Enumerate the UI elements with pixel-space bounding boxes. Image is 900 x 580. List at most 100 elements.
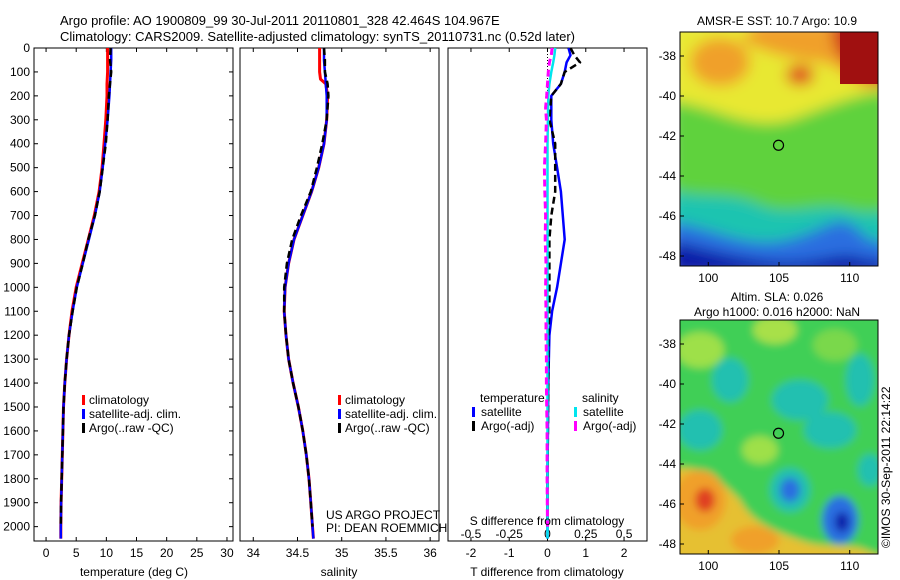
map-y-tick-label: -38 bbox=[659, 49, 677, 63]
depth-tick-label: 800 bbox=[10, 232, 30, 246]
sst-map-panel: AMSR-E SST: 10.7 Argo: 10.9 100 105 110 -38… bbox=[659, 14, 879, 285]
x-tick-label: -2 bbox=[466, 546, 477, 560]
difference-xlabel-top: S difference from climatology bbox=[470, 514, 625, 528]
legend-swatch bbox=[82, 395, 85, 405]
salinity-axes bbox=[239, 47, 440, 542]
difference-xlabel: T difference from climatology bbox=[470, 565, 624, 579]
legend-label: satellite-adj. clim. bbox=[345, 407, 437, 421]
legend-label: climatology bbox=[89, 393, 149, 407]
depth-tick-label: 600 bbox=[10, 185, 30, 199]
legend-label: Argo(-adj) bbox=[481, 419, 534, 433]
temperature-panel: 0100200300400500600700800900100011001200… bbox=[3, 41, 647, 579]
sst-map-title: AMSR-E SST: 10.7 Argo: 10.9 bbox=[697, 14, 857, 28]
map-y-tick-label: -42 bbox=[659, 417, 677, 431]
depth-tick-label: 300 bbox=[10, 113, 30, 127]
x-tick-label: 35.5 bbox=[374, 546, 398, 560]
legend-swatch bbox=[338, 423, 341, 433]
temperature-xlabel: temperature (deg C) bbox=[80, 565, 188, 579]
map-y-tick-label: -46 bbox=[659, 497, 677, 511]
x-tick-label: 0 bbox=[544, 546, 551, 560]
s-tick-label: 0.25 bbox=[574, 527, 598, 541]
header-line-2: Climatology: CARS2009. Satellite-adjuste… bbox=[60, 29, 575, 44]
legend-label: Argo(..raw -QC) bbox=[89, 421, 174, 435]
legend-label: climatology bbox=[345, 393, 405, 407]
x-tick-label: 10 bbox=[100, 546, 114, 560]
legend-swatch bbox=[338, 409, 341, 419]
map-x-tick-label: 105 bbox=[769, 559, 789, 573]
legend-swatch bbox=[574, 421, 577, 431]
x-tick-label: 15 bbox=[130, 546, 144, 560]
legend-group-title: salinity bbox=[582, 391, 619, 405]
series-line bbox=[282, 47, 330, 527]
map-y-tick-label: -42 bbox=[659, 129, 677, 143]
salinity-xlabel: salinity bbox=[321, 565, 358, 579]
legend-swatch bbox=[472, 421, 475, 431]
argo-position-marker bbox=[772, 139, 785, 151]
map-x-tick-label: 105 bbox=[769, 271, 789, 285]
series-line bbox=[59, 47, 113, 527]
depth-tick-label: 100 bbox=[10, 65, 30, 79]
depth-tick-label: 1000 bbox=[3, 280, 30, 294]
legend-swatch bbox=[574, 407, 577, 417]
x-tick-label: 30 bbox=[220, 546, 234, 560]
x-tick-label: 5 bbox=[73, 546, 80, 560]
depth-tick-label: 1900 bbox=[3, 496, 30, 510]
map-y-tick-label: -46 bbox=[659, 209, 677, 223]
depth-tick-label: 0 bbox=[23, 41, 30, 55]
legend-swatch bbox=[472, 407, 475, 417]
series-line bbox=[542, 47, 554, 527]
depth-tick-label: 400 bbox=[10, 137, 30, 151]
x-tick-label: 34.5 bbox=[286, 546, 310, 560]
depth-tick-label: 200 bbox=[10, 89, 30, 103]
depth-tick-label: 500 bbox=[10, 161, 30, 175]
map-x-tick-label: 100 bbox=[698, 271, 718, 285]
s-tick-label: 0.5 bbox=[616, 527, 633, 541]
x-tick-label: 20 bbox=[160, 546, 174, 560]
x-tick-label: 34 bbox=[247, 546, 261, 560]
map-y-tick-label: -48 bbox=[659, 537, 677, 551]
map-y-tick-label: -48 bbox=[659, 249, 677, 263]
sla-map-title-line-2: Argo h1000: 0.016 h2000: NaN bbox=[694, 305, 860, 319]
x-tick-label: 2 bbox=[621, 546, 628, 560]
map-y-tick-label: -38 bbox=[659, 337, 677, 351]
map-y-tick-label: -40 bbox=[659, 377, 677, 391]
sla-map-panel: Altim. SLA: 0.026 Argo h1000: 0.016 h200… bbox=[659, 290, 879, 573]
argo-position-marker bbox=[772, 427, 785, 439]
project-annotation-line-1: US ARGO PROJECT bbox=[326, 508, 441, 522]
s-tick-label: -0.5 bbox=[461, 527, 482, 541]
difference-panel: -2 -1 0 1 2-0.5 -0.25 0 0.25 0.5 T difference fr… bbox=[447, 47, 648, 579]
map-y-tick-label: -44 bbox=[659, 457, 677, 471]
legend-label: Argo(..raw -QC) bbox=[345, 421, 430, 435]
depth-tick-label: 1300 bbox=[3, 352, 30, 366]
depth-tick-label: 1100 bbox=[4, 304, 30, 318]
legend-label: satellite bbox=[583, 405, 624, 419]
legend-label: satellite-adj. clim. bbox=[89, 407, 181, 421]
sla-map-title-line-1: Altim. SLA: 0.026 bbox=[731, 290, 824, 304]
x-tick-label: -1 bbox=[504, 546, 515, 560]
depth-tick-label: 1500 bbox=[3, 400, 30, 414]
difference-legend: temperaturesatelliteArgo(-adj)salinitysa… bbox=[472, 391, 636, 433]
sla-field bbox=[680, 320, 878, 554]
x-tick-label: 36 bbox=[423, 546, 437, 560]
x-tick-label: 35 bbox=[335, 546, 349, 560]
x-tick-label: 25 bbox=[190, 546, 204, 560]
temperature-axes bbox=[33, 47, 234, 542]
depth-tick-label: 1700 bbox=[3, 448, 30, 462]
map-x-tick-label: 100 bbox=[698, 559, 718, 573]
header-line-1: Argo profile: AO 1900809_99 30-Jul-2011 … bbox=[60, 13, 500, 28]
map-y-tick-label: -40 bbox=[659, 89, 677, 103]
depth-tick-label: 700 bbox=[10, 209, 30, 223]
depth-tick-label: 1800 bbox=[3, 472, 30, 486]
legend-swatch bbox=[338, 395, 341, 405]
project-annotation-line-2: PI: DEAN ROEMMICH bbox=[326, 521, 447, 535]
depth-tick-label: 2000 bbox=[3, 520, 30, 534]
map-x-tick-label: 110 bbox=[840, 559, 859, 573]
map-y-tick-label: -44 bbox=[659, 169, 677, 183]
depth-tick-label: 900 bbox=[10, 256, 30, 270]
x-tick-label: 1 bbox=[582, 546, 589, 560]
depth-tick-label: 1400 bbox=[3, 376, 30, 390]
legend-group-title: temperature bbox=[480, 391, 545, 405]
